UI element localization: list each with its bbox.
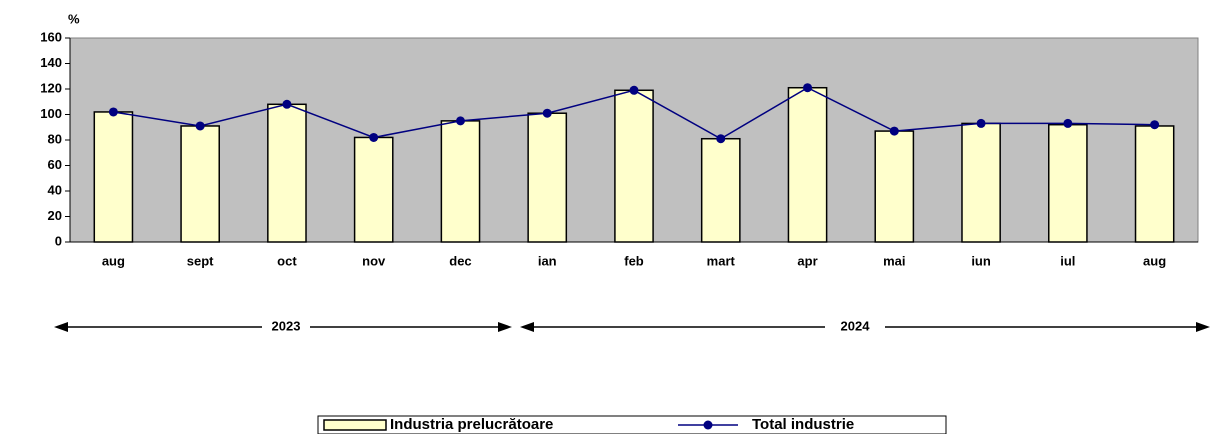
y-tick-label: 20 [48, 208, 62, 223]
bar [93, 111, 134, 243]
marker [455, 116, 465, 126]
x-tick-label: apr [797, 253, 817, 268]
x-tick-label: mart [707, 253, 736, 268]
y-tick-label: 40 [48, 182, 62, 197]
marker [803, 83, 813, 93]
annotation: 2023 [272, 318, 301, 333]
marker [716, 134, 726, 144]
marker [195, 121, 205, 131]
legend-label: Total industrie [752, 416, 854, 433]
bar [961, 122, 1001, 243]
marker [889, 126, 899, 136]
x-tick-label: iul [1060, 253, 1075, 268]
y-tick-label: 60 [48, 157, 62, 172]
annotation: 2024 [841, 318, 871, 333]
bar [353, 136, 394, 243]
legend-box [317, 415, 947, 434]
y-tick-label: 0 [55, 233, 62, 248]
y-axis-label: % [68, 11, 80, 26]
marker [976, 118, 986, 128]
marker [629, 85, 639, 95]
x-tick-label: iun [971, 253, 991, 268]
x-tick-label: aug [1143, 253, 1166, 268]
y-tick-label: 100 [40, 106, 62, 121]
x-tick-label: oct [277, 253, 297, 268]
bar [440, 120, 481, 243]
x-tick-label: aug [102, 253, 125, 268]
bar [267, 103, 307, 243]
legend-swatch [323, 419, 387, 431]
marker [282, 99, 292, 109]
x-tick-label: mai [883, 253, 905, 268]
marker [1150, 120, 1160, 130]
legend-label: Industria prelucrătoare [390, 416, 553, 433]
y-tick-label: 120 [40, 80, 62, 95]
bar [1048, 123, 1088, 243]
x-tick-label: dec [449, 253, 471, 268]
marker [108, 107, 118, 117]
bar [1134, 125, 1175, 243]
legend-marker [703, 420, 713, 430]
bar [614, 89, 654, 243]
marker [1063, 118, 1073, 128]
y-tick-label: 80 [48, 131, 62, 146]
x-tick-label: sept [187, 253, 214, 268]
arrow-heads [54, 322, 1210, 332]
marker [369, 132, 379, 142]
x-tick-label: nov [362, 253, 386, 268]
x-tick-label: ian [538, 253, 557, 268]
bar [874, 130, 915, 243]
bar [787, 86, 828, 243]
y-tick-label: 140 [40, 55, 62, 70]
bar [180, 125, 220, 243]
bar [700, 137, 741, 243]
bar [527, 112, 568, 243]
x-tick-label: feb [624, 253, 644, 268]
y-tick-label: 160 [40, 29, 62, 44]
marker [542, 108, 552, 118]
